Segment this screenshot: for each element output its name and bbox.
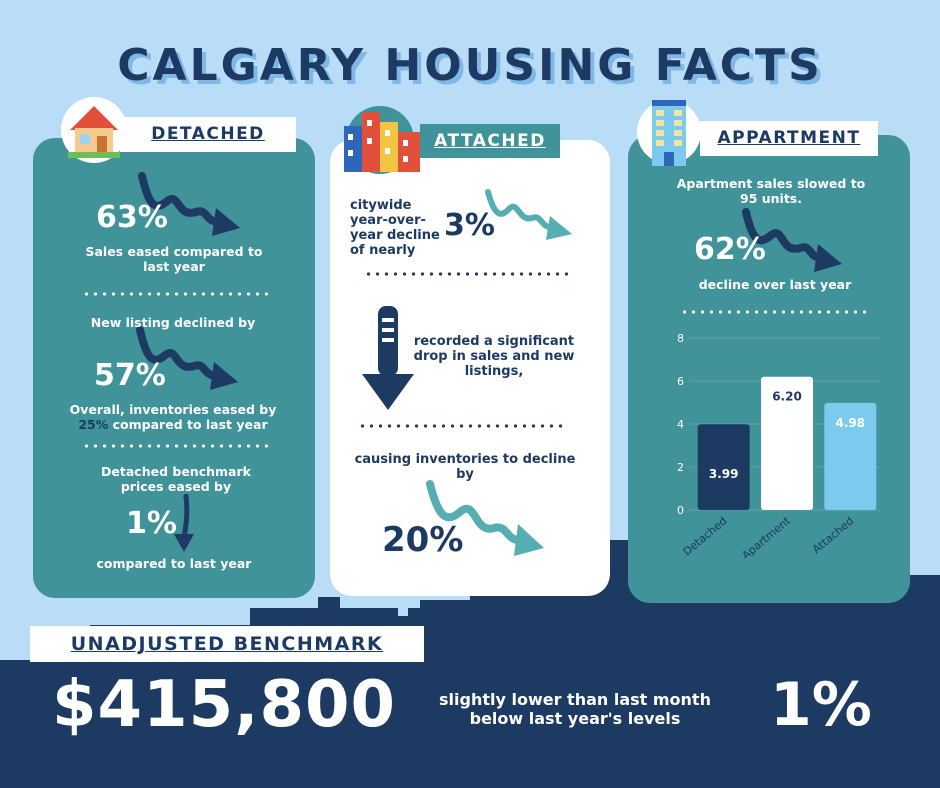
attached-inventory-pct: 20% [382,520,464,560]
bar [697,424,750,510]
bar [761,376,813,510]
bar [824,402,877,510]
page-title: CALGARY HOUSING FACTS [117,40,823,91]
attached-decline-text: citywide year-over-year decline of nearl… [350,198,440,258]
divider [364,272,574,276]
attached-panel [330,140,610,596]
apartment-building-icon [637,100,701,166]
benchmark-bar-chart: 0 2 4 6 8 3.99 Detached 6.20 Apartment 4.98 Attach… [677,332,880,558]
bar-value-label: 4.98 [836,416,866,430]
row-houses-icon [344,106,420,174]
decline-arrow-icon [138,172,240,236]
detached-benchmark-suffix: compared to last year [96,556,252,571]
apartment-sales-text: Apartment sales slowed to 95 units. [676,176,866,206]
detached-benchmark-text: Detached benchmark prices eased by [101,464,251,494]
benchmark-label: UNADJUSTED BENCHMARK PRICE: [30,626,424,691]
apartment-label: APPARTMENT [700,121,878,156]
benchmark-price: $415,800 [52,668,397,742]
y-tick-label: 2 [677,461,684,474]
x-tick-label: Attached [810,514,856,556]
down-arrow-icon [174,494,194,552]
detached-benchmark-pct: 1% [126,506,177,541]
divider [82,444,272,448]
bar-value-label: 3.99 [709,467,739,481]
attached-drop-text: recorded a significant drop in sales and… [413,334,575,379]
attached-inventory-text: causing inventories to decline by [354,452,576,482]
apartment-decline-pct: 62% [694,232,766,267]
y-tick-label: 6 [677,375,684,388]
inventories-suffix: compared to last year [112,417,268,432]
apartment-decline-text: decline over last year [698,277,852,292]
y-tick-label: 0 [677,504,684,517]
house-icon [61,97,127,163]
bar-value-label: 6.20 [772,390,802,404]
detached-inventories-text: Overall, inventories eased by 25% compar… [64,402,282,432]
divider [82,292,272,296]
divider [358,424,568,428]
apartment-panel [628,135,910,603]
divider [680,310,870,314]
x-tick-label: Apartment [739,514,793,558]
x-tick-label: Detached [681,514,730,558]
decline-arrow-icon [742,208,842,272]
decline-arrow-icon [485,189,572,240]
benchmark-note: slightly lower than last month below las… [420,690,730,728]
y-tick-label: 4 [677,418,684,431]
big-down-arrow-icon [362,306,414,410]
y-tick-label: 8 [677,332,684,345]
decline-arrow-icon [426,480,544,556]
detached-panel [33,138,315,598]
detached-label: DETACHED [120,117,296,152]
decline-arrow-icon [136,326,238,390]
inventories-prefix: Overall, inventories eased by [69,402,277,417]
detached-listing-pct: 57% [94,358,166,393]
benchmark-note-line1: slightly lower than last month [439,690,711,709]
attached-decline-pct: 3% [444,208,495,243]
detached-sales-pct: 63% [96,200,168,235]
benchmark-pct: 1% [770,670,872,740]
detached-listing-text: New listing declined by [90,315,256,330]
benchmark-note-line2: below last year's levels [469,709,681,728]
detached-sales-text: Sales eased compared to last year [85,244,263,274]
inventories-pct: 25% [78,417,109,432]
attached-label: ATTACHED [420,124,560,158]
